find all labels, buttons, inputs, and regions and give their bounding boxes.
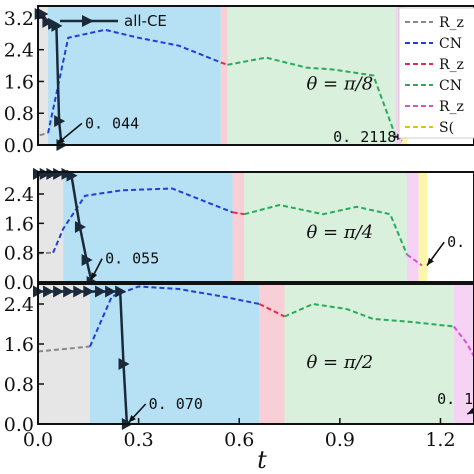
y-tick-label: 0.0 <box>4 272 34 294</box>
annotation-label: 0. 19 <box>437 390 474 408</box>
series-line-red_line <box>220 61 228 66</box>
y-tick-label: 0.8 <box>4 103 34 125</box>
x-tick-label: 0.9 <box>325 429 355 451</box>
series-line-green_line <box>284 302 455 328</box>
panel-frame <box>37 283 474 425</box>
y-tick-label: 2.4 <box>4 40 34 62</box>
legend: R_z CN R_z CN R_z S( <box>398 7 474 139</box>
allce-marker <box>51 19 63 32</box>
y-tick-label: 2.4 <box>4 184 34 206</box>
legend-label: CN <box>439 36 462 52</box>
allce-marker <box>46 167 58 180</box>
legend-label: R_z <box>439 57 464 73</box>
annotation-arrowhead <box>90 272 98 281</box>
allce-marker <box>83 285 95 298</box>
allce-marker <box>105 285 117 298</box>
legend-label: CN <box>439 78 462 94</box>
legend-box <box>398 7 474 139</box>
allce-marker <box>54 115 66 128</box>
annotation-label: 0. 2 <box>447 233 474 251</box>
annotation-arrowhead <box>467 407 474 414</box>
region-gray_bg <box>38 284 90 424</box>
allce-marker <box>37 7 49 20</box>
allce-marker <box>63 285 75 298</box>
panel-3: 0. 070 0. 19 θ = π/2 <box>33 283 474 430</box>
region-gray_bg <box>38 6 49 145</box>
allce-marker <box>43 285 55 298</box>
region-red_bg <box>220 6 228 145</box>
y-tick-label: 1.6 <box>4 213 34 235</box>
x-tick-label: 1.2 <box>425 429 455 451</box>
x-tick-label: 0.6 <box>224 429 254 451</box>
theta-label: θ = π/2 <box>306 352 373 373</box>
annotation-arrowhead <box>128 414 136 423</box>
legend-label: R_z <box>439 99 464 115</box>
region-pink_bg <box>453 284 474 424</box>
series-line-pink_line <box>406 253 423 267</box>
annotation-arrowhead <box>57 136 65 144</box>
series-line-red_line <box>258 303 285 318</box>
y-tick-label: 0.8 <box>4 243 34 265</box>
allce-marker <box>74 221 86 233</box>
y-tick-label: 0.0 <box>4 135 34 157</box>
y-tick-label: 3.2 <box>4 8 34 30</box>
allce-marker <box>42 15 54 28</box>
series-line-red_line <box>232 211 245 216</box>
series-line-gray_line <box>39 132 49 137</box>
x-tick-label: 0.0 <box>23 429 53 451</box>
region-green_bg <box>284 284 454 424</box>
x-tick-label: 0.3 <box>124 429 154 451</box>
region-pink_bg <box>406 172 419 282</box>
theta-label: θ = π/8 <box>306 73 373 94</box>
series-line-gray_line <box>37 345 91 353</box>
allce-marker <box>39 167 51 180</box>
allce-marker <box>95 285 107 298</box>
region-blue_bg <box>48 6 221 145</box>
allce-legend-label: all-CE <box>124 12 167 30</box>
annotation-label: 0. 070 <box>149 395 203 413</box>
series-line-green_line <box>227 56 397 136</box>
allce-marker <box>53 167 65 180</box>
allce-legend: all-CE <box>60 12 167 30</box>
y-tick-label: 1.6 <box>4 334 34 356</box>
series-line-green_line <box>244 203 408 255</box>
y-tick-label: 1.6 <box>4 71 34 93</box>
region-green_bg <box>227 6 396 145</box>
legend-label: S( <box>439 120 454 136</box>
y-tick-label: 0.8 <box>4 374 34 396</box>
region-gray_bg <box>38 172 64 282</box>
series-line-blue_line <box>52 187 233 254</box>
annotation-label: 0. 044 <box>85 114 139 132</box>
allce-marker <box>115 285 127 298</box>
region-yellow_bg <box>418 172 428 282</box>
region-red_bg <box>259 284 285 424</box>
series-line-blue_line <box>47 28 222 134</box>
region-blue_bg <box>89 284 260 424</box>
panel-2: 0. 055 0. 2 θ = π/4 <box>33 167 474 288</box>
theta-label: θ = π/4 <box>306 222 373 243</box>
allce-legend-marker <box>82 15 94 27</box>
allce-marker <box>53 285 65 298</box>
legend-label: R_z <box>439 15 464 31</box>
allce-marker <box>81 254 93 266</box>
annotation-arrowhead <box>427 257 434 266</box>
allce-marker <box>118 358 130 370</box>
x-axis-title: t <box>257 446 267 474</box>
annotation-label: 0. 055 <box>105 250 159 268</box>
region-red_bg <box>232 172 245 282</box>
panel-frame <box>37 5 474 146</box>
annotation-label: 0. 2118 <box>333 128 396 146</box>
panel-frame <box>37 171 474 283</box>
y-tick-label: 2.4 <box>4 294 34 316</box>
y-tick-label: 0.0 <box>4 414 34 436</box>
region-green_bg <box>244 172 407 282</box>
allce-marker <box>73 285 85 298</box>
